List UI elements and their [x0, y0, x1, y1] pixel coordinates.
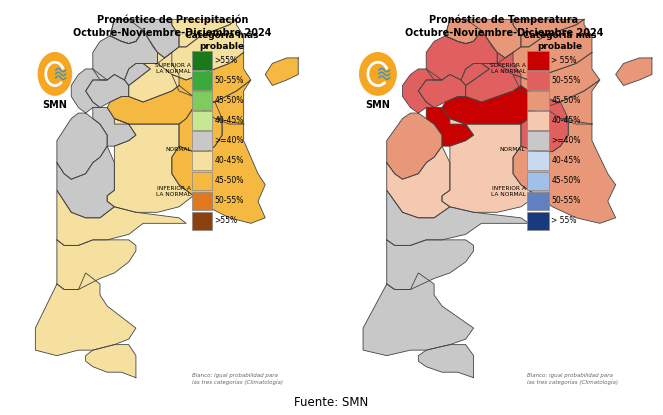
Polygon shape — [387, 190, 529, 245]
Bar — [192, 192, 211, 210]
Polygon shape — [387, 146, 450, 218]
Polygon shape — [201, 80, 251, 124]
Text: SUPERIOR A
LA NORMAL: SUPERIOR A LA NORMAL — [154, 63, 191, 73]
Polygon shape — [110, 20, 179, 58]
Polygon shape — [172, 52, 251, 102]
Text: 40-45%: 40-45% — [214, 116, 243, 125]
Text: 50-55%: 50-55% — [552, 196, 581, 205]
Bar — [527, 192, 549, 210]
Polygon shape — [442, 85, 537, 124]
Text: Pronóstico de Temperatura
Octubre-Noviembre-Diciembre 2024: Pronóstico de Temperatura Octubre-Noviem… — [404, 14, 603, 38]
Text: 45-50%: 45-50% — [214, 176, 243, 186]
Polygon shape — [93, 107, 136, 146]
Bar — [192, 132, 211, 150]
Polygon shape — [513, 119, 616, 223]
Polygon shape — [57, 240, 136, 290]
Text: >=40%: >=40% — [214, 136, 244, 145]
Polygon shape — [363, 273, 473, 356]
Bar — [192, 71, 211, 90]
Polygon shape — [387, 240, 473, 290]
Text: SUPERIOR A
LA NORMAL: SUPERIOR A LA NORMAL — [489, 63, 526, 73]
Bar — [527, 51, 549, 70]
Text: 45-50%: 45-50% — [552, 176, 581, 186]
Text: > 55%: > 55% — [552, 56, 577, 65]
Bar — [527, 91, 549, 110]
Polygon shape — [426, 30, 497, 80]
Text: SMN: SMN — [365, 100, 391, 110]
Polygon shape — [544, 80, 600, 124]
Polygon shape — [57, 190, 186, 245]
Text: 40-45%: 40-45% — [552, 116, 581, 125]
Bar — [527, 132, 549, 150]
Polygon shape — [57, 146, 115, 218]
Polygon shape — [125, 63, 151, 85]
Text: 40-45%: 40-45% — [214, 156, 243, 165]
Polygon shape — [513, 52, 600, 102]
Text: NORMAL: NORMAL — [500, 146, 526, 151]
Polygon shape — [445, 20, 481, 44]
Text: Fuente: SMN: Fuente: SMN — [294, 396, 369, 409]
Polygon shape — [86, 74, 129, 107]
Polygon shape — [265, 58, 298, 85]
Bar — [527, 71, 549, 90]
Bar — [192, 91, 211, 110]
Bar — [192, 212, 211, 230]
Text: 50-55%: 50-55% — [214, 196, 243, 205]
Text: NORMAL: NORMAL — [165, 146, 191, 151]
Polygon shape — [158, 20, 244, 80]
Text: >55%: >55% — [214, 217, 237, 225]
Text: >55%: >55% — [214, 56, 237, 65]
Text: Pronóstico de Precipitación
Octubre-Noviembre-Diciembre 2024: Pronóstico de Precipitación Octubre-Novi… — [74, 14, 272, 38]
Polygon shape — [129, 52, 179, 102]
Polygon shape — [110, 20, 143, 44]
Text: Blanco: igual probabilidad para
las tres categorías (Climatología): Blanco: igual probabilidad para las tres… — [192, 373, 283, 385]
Polygon shape — [172, 20, 237, 47]
Text: > 55%: > 55% — [552, 217, 577, 225]
Polygon shape — [418, 344, 473, 378]
Text: SMN: SMN — [42, 100, 68, 110]
Polygon shape — [465, 52, 521, 102]
Text: INFERIOR A
LA NORMAL: INFERIOR A LA NORMAL — [491, 186, 526, 197]
Bar — [192, 51, 211, 70]
Polygon shape — [107, 119, 194, 212]
Polygon shape — [521, 97, 568, 151]
Polygon shape — [86, 344, 136, 378]
Text: 45-50%: 45-50% — [552, 96, 581, 105]
Polygon shape — [445, 20, 521, 58]
Text: 50-55%: 50-55% — [214, 76, 243, 85]
Polygon shape — [35, 273, 136, 356]
Polygon shape — [387, 113, 442, 179]
Bar — [192, 111, 211, 130]
Bar — [527, 171, 549, 190]
Polygon shape — [172, 119, 265, 223]
Polygon shape — [402, 69, 442, 113]
Polygon shape — [461, 63, 489, 85]
Text: >=40%: >=40% — [552, 136, 581, 145]
Text: INFERIOR A
LA NORMAL: INFERIOR A LA NORMAL — [156, 186, 191, 197]
Polygon shape — [418, 74, 465, 107]
Polygon shape — [107, 85, 194, 124]
Polygon shape — [426, 107, 473, 146]
Polygon shape — [93, 30, 158, 80]
Text: Categoría más
probable: Categoría más probable — [185, 32, 259, 51]
Text: 45-50%: 45-50% — [214, 96, 243, 105]
Polygon shape — [72, 69, 107, 113]
Circle shape — [359, 53, 396, 95]
Polygon shape — [616, 58, 652, 85]
Polygon shape — [513, 20, 584, 47]
Bar — [527, 151, 549, 170]
Text: 50-55%: 50-55% — [552, 76, 581, 85]
Circle shape — [38, 53, 72, 95]
Bar — [192, 171, 211, 190]
Polygon shape — [179, 97, 222, 151]
Text: 40-45%: 40-45% — [552, 156, 581, 165]
Text: Blanco: igual probabilidad para
las tres categorías (Climatología): Blanco: igual probabilidad para las tres… — [527, 373, 618, 385]
Bar — [192, 151, 211, 170]
Text: Categoría más
probable: Categoría más probable — [522, 32, 596, 51]
Polygon shape — [57, 113, 107, 179]
Bar — [527, 212, 549, 230]
Polygon shape — [497, 20, 592, 80]
Polygon shape — [442, 119, 537, 212]
Bar — [527, 111, 549, 130]
